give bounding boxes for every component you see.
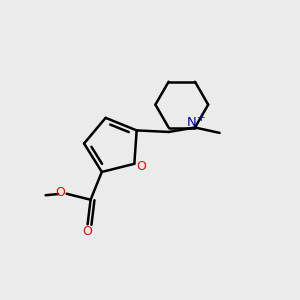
- Text: O: O: [82, 225, 92, 238]
- Text: N: N: [187, 116, 196, 130]
- Text: O: O: [55, 186, 65, 199]
- Text: +: +: [197, 112, 205, 123]
- Text: O: O: [136, 160, 146, 173]
